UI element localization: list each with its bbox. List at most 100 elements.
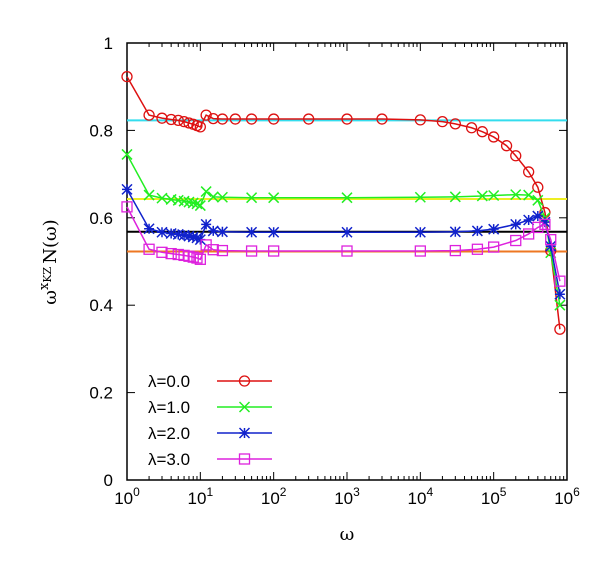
- series-line: [126, 206, 561, 282]
- data-point: [187, 251, 199, 263]
- legend-marker: [238, 375, 251, 387]
- x-tick-label: 105: [481, 485, 507, 508]
- data-point: [121, 70, 133, 83]
- data-point: [216, 244, 229, 257]
- data-point: [143, 223, 155, 235]
- data-point: [229, 113, 241, 125]
- data-point: [245, 245, 258, 257]
- data-point: [554, 323, 566, 335]
- data-point: [341, 113, 353, 125]
- data-point: [183, 230, 195, 242]
- legend: λ=0.0 λ=1.0 λ=2.0 λ=3.0: [148, 372, 272, 469]
- data-point: [465, 122, 478, 134]
- x-tick-label: 106: [554, 485, 580, 508]
- data-point: [216, 113, 229, 125]
- series-3: [121, 201, 566, 287]
- data-point: [172, 228, 184, 240]
- data-point: [268, 226, 280, 238]
- x-tick-label: 100: [114, 485, 140, 508]
- legend-marker: [238, 427, 251, 439]
- data-point: [268, 192, 280, 204]
- data-point: [471, 243, 484, 255]
- data-point: [207, 244, 219, 256]
- data-point: [191, 252, 203, 264]
- data-point: [187, 231, 199, 243]
- data-point: [178, 229, 190, 241]
- data-point: [246, 192, 258, 204]
- data-point: [245, 113, 258, 125]
- series-0: [121, 70, 566, 335]
- y-axis-label-sub: KZ: [41, 266, 54, 282]
- data-point: [268, 245, 280, 257]
- data-point: [143, 189, 155, 201]
- data-point: [500, 140, 513, 152]
- data-point: [341, 192, 353, 204]
- data-point: [510, 234, 522, 247]
- data-point: [165, 228, 177, 240]
- data-point: [194, 234, 206, 246]
- data-point: [554, 288, 566, 300]
- data-point: [216, 226, 228, 238]
- data-point: [207, 112, 219, 125]
- data-point: [200, 109, 212, 121]
- data-point: [341, 226, 353, 238]
- y-tick-label: 0.4: [89, 296, 113, 315]
- data-point: [268, 113, 280, 125]
- data-point: [554, 299, 566, 311]
- axis-ticks: 100 101 102 103 104 105 106 0 0.2 0.4 0.6 0.8 1: [89, 34, 580, 508]
- legend-label: λ=3.0: [148, 450, 190, 469]
- data-point: [510, 218, 522, 230]
- data-point: [165, 113, 177, 126]
- data-point: [414, 226, 426, 238]
- data-point: [246, 226, 258, 238]
- data-point: [376, 113, 388, 125]
- data-point: [523, 214, 535, 226]
- series-2: [121, 183, 566, 300]
- data-point: [194, 200, 206, 212]
- legend-marker: [238, 453, 251, 465]
- data-point: [539, 218, 551, 231]
- y-axis-label: ωxKZ N(ω): [37, 219, 61, 304]
- data-point: [476, 190, 488, 202]
- data-point: [143, 243, 155, 255]
- data-point: [156, 192, 168, 204]
- y-tick-label: 0.6: [89, 209, 113, 228]
- data-point: [488, 131, 500, 143]
- series-1: [121, 148, 566, 311]
- y-axis-label-sup: x: [37, 282, 52, 290]
- data-point: [156, 246, 168, 258]
- data-point: [121, 183, 133, 195]
- data-point: [187, 197, 199, 209]
- data-point: [207, 191, 219, 203]
- data-point: [488, 223, 500, 235]
- data-point: [523, 189, 535, 201]
- data-point: [449, 118, 461, 130]
- data-point: [436, 116, 449, 128]
- data-point: [539, 216, 551, 228]
- data-point: [303, 113, 315, 125]
- data-point: [488, 241, 500, 253]
- y-tick-label: 0: [104, 471, 113, 490]
- data-point: [471, 225, 483, 237]
- data-point: [183, 250, 195, 262]
- data-point: [523, 166, 535, 178]
- data-point: [216, 191, 228, 203]
- data-point: [532, 181, 544, 193]
- data-point: [200, 218, 212, 230]
- series-line: [126, 76, 561, 330]
- data-point: [554, 275, 566, 287]
- data-point: [191, 232, 203, 244]
- data-point: [532, 210, 544, 222]
- data-point: [449, 191, 461, 203]
- data-point: [523, 228, 535, 240]
- data-point: [207, 225, 219, 237]
- series-layer: [121, 70, 566, 335]
- y-tick-label: 0.8: [89, 121, 113, 140]
- x-tick-label: 104: [408, 485, 434, 508]
- data-point: [414, 191, 426, 203]
- data-point: [532, 221, 544, 234]
- data-point: [545, 233, 557, 246]
- x-tick-label: 102: [261, 485, 287, 508]
- data-point: [194, 121, 206, 133]
- y-tick-label: 0.2: [89, 384, 113, 403]
